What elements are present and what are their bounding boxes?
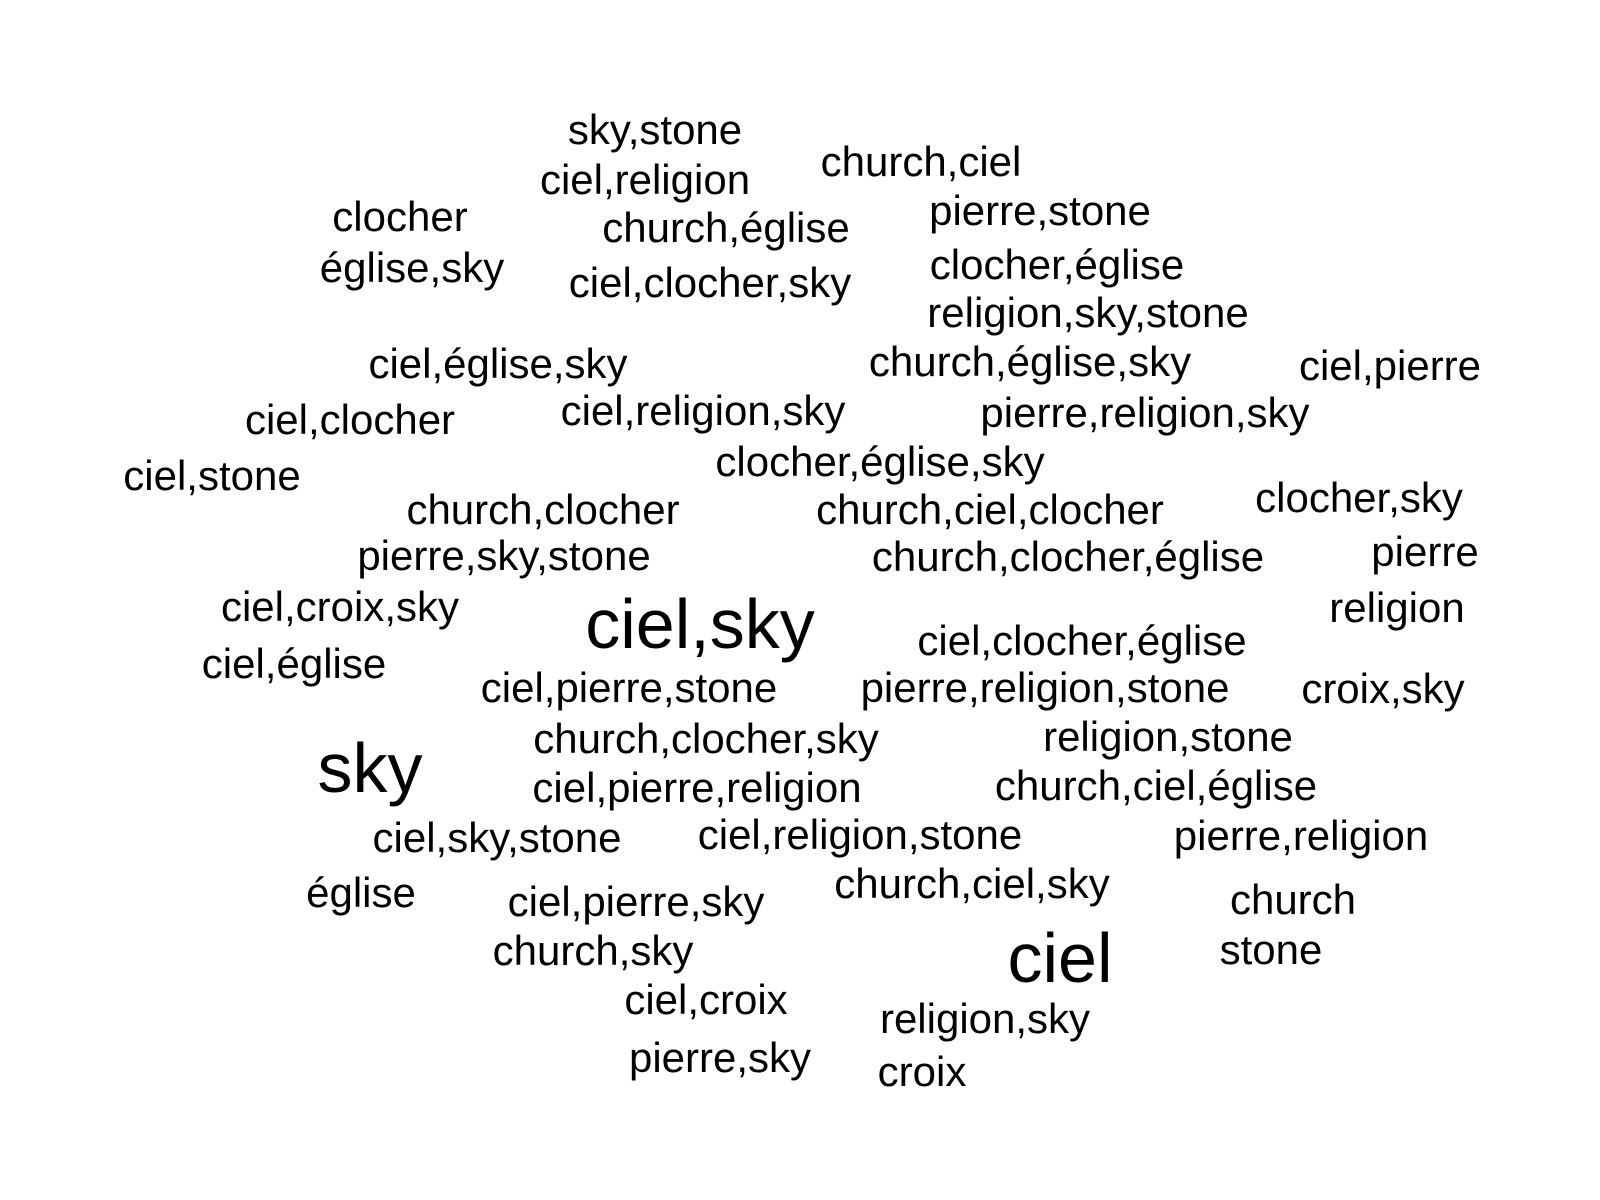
cloud-word: pierre,sky [628,1034,812,1081]
cloud-word: ciel,clocher,sky [568,259,852,306]
cloud-word: church,église,sky [868,338,1192,385]
cloud-word: ciel,religion,stone [697,811,1023,858]
cloud-word: ciel,sky [585,585,815,663]
cloud-word: church,clocher,sky [533,715,879,762]
cloud-word: sky [317,729,423,807]
cloud-word: religion,stone [1043,713,1293,760]
cloud-word: église,sky [319,244,505,291]
cloud-word: clocher [332,193,468,240]
cloud-word: ciel [1007,919,1113,997]
cloud-word: ciel,église [201,640,387,687]
cloud-word: church,sky [492,927,694,974]
cloud-word: pierre,sky,stone [357,532,651,579]
cloud-word: ciel,croix,sky [220,583,460,630]
cloud-word: pierre,stone [929,187,1151,234]
cloud-word: church,église [602,204,850,251]
cloud-word: ciel,croix [624,976,788,1023]
cloud-word: ciel,pierre,stone [480,664,778,711]
cloud-word: religion [1329,584,1465,631]
cloud-word: clocher,église [929,241,1185,288]
cloud-word: croix,sky [1301,665,1465,712]
cloud-word: ciel,pierre,sky [507,878,765,925]
cloud-word: church,ciel,église [994,762,1318,809]
cloud-word: stone [1219,926,1323,973]
cloud-word: clocher,sky [1255,474,1463,521]
cloud-word: clocher,église,sky [715,438,1045,485]
cloud-word: pierre,religion,stone [860,664,1230,711]
cloud-word: ciel,pierre [1298,342,1482,389]
cloud-word: church,ciel,sky [834,860,1110,907]
cloud-word: ciel,église,sky [368,340,628,387]
cloud-word: ciel,stone [123,452,301,499]
cloud-word: ciel,religion,sky [560,387,846,434]
cloud-word: sky,stone [567,106,743,153]
cloud-word: ciel,religion [539,156,751,203]
cloud-word: pierre [1371,528,1479,575]
cloud-word: religion,sky,stone [927,289,1249,336]
cloud-word: church,ciel [820,138,1022,185]
cloud-word: église [306,869,416,916]
cloud-word: croix [877,1048,967,1095]
cloud-word: ciel,clocher,église [917,617,1247,664]
cloud-word: church,ciel,clocher [816,486,1164,533]
cloud-word: church,clocher,église [871,533,1265,580]
cloud-word: pierre,religion,sky [980,389,1310,436]
cloud-word: pierre,religion [1173,812,1429,859]
cloud-word: ciel,pierre,religion [532,764,862,811]
cloud-word: church,clocher [406,486,680,533]
cloud-word: ciel,sky,stone [372,814,622,861]
cloud-word: religion,sky [879,995,1091,1042]
cloud-word: ciel,clocher [244,396,456,443]
cloud-word: church [1229,876,1357,923]
